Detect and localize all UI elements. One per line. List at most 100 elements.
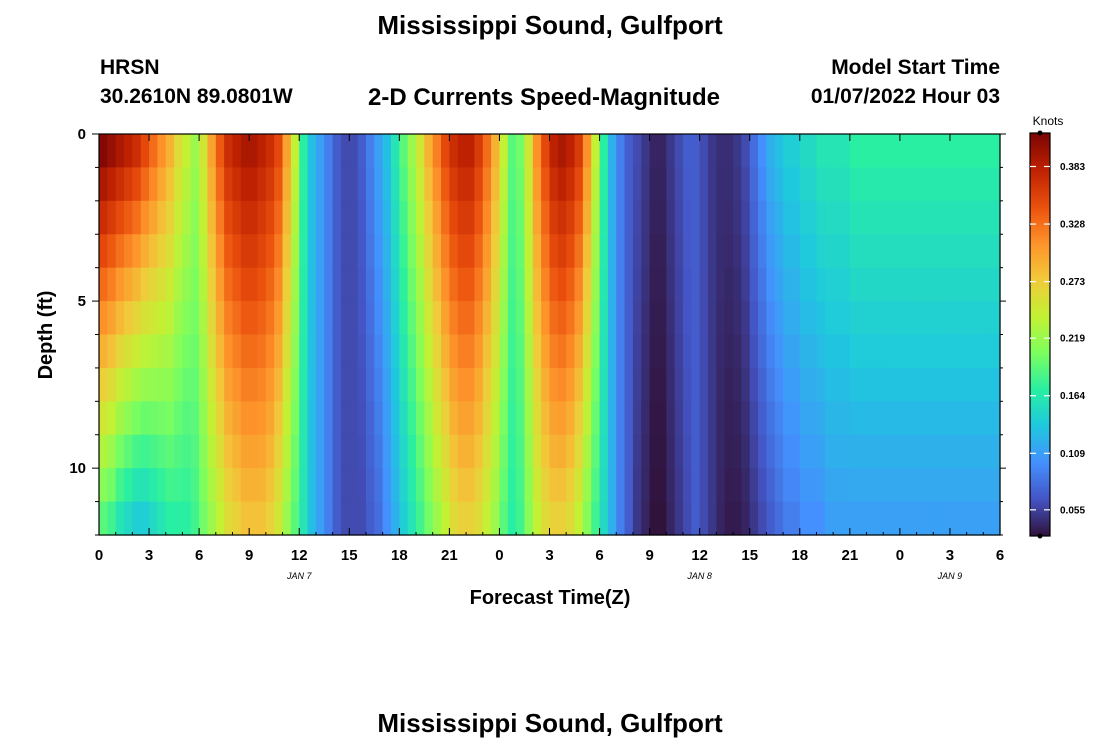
x-tick-label: 15 xyxy=(741,547,758,564)
heatmap-cell xyxy=(783,434,793,469)
heatmap-cell xyxy=(232,468,242,503)
heatmap-cell xyxy=(466,134,476,169)
heatmap-cell xyxy=(799,468,809,503)
heatmap-cell xyxy=(174,367,184,402)
heatmap-cell xyxy=(849,367,859,402)
heatmap-cell xyxy=(849,301,859,336)
heatmap-cell xyxy=(390,334,400,369)
heatmap-cell xyxy=(124,267,133,302)
heatmap-cell xyxy=(474,267,484,302)
y-axis-label: Depth (ft) xyxy=(35,291,57,380)
heatmap-cell xyxy=(416,234,425,269)
x-tick-label: 12 xyxy=(691,547,708,564)
heatmap-cell xyxy=(249,167,259,202)
heatmap-cell xyxy=(816,334,826,369)
heatmap-cell xyxy=(115,468,125,503)
heatmap-cell xyxy=(424,134,434,169)
heatmap-cell xyxy=(249,134,259,169)
next-chart-title: Mississippi Sound, Gulfport xyxy=(377,708,723,738)
heatmap-cell xyxy=(140,267,150,302)
heatmap-cell xyxy=(365,167,375,202)
heatmap-cell xyxy=(833,334,843,369)
heatmap-cell xyxy=(966,134,976,169)
heatmap-cell xyxy=(274,501,284,536)
heatmap-cell xyxy=(340,134,350,169)
heatmap-cell xyxy=(274,134,284,169)
heatmap-cell xyxy=(140,234,150,269)
heatmap-cell xyxy=(616,367,626,402)
heatmap-cell xyxy=(182,468,192,503)
heatmap-cell xyxy=(99,501,108,536)
heatmap-cell xyxy=(524,134,534,169)
heatmap-cell xyxy=(215,501,225,536)
heatmap-cell xyxy=(424,301,434,336)
heatmap-cell xyxy=(641,200,651,235)
heatmap-cell xyxy=(474,367,484,402)
heatmap-cell xyxy=(441,134,450,169)
heatmap-cell xyxy=(974,501,984,536)
y-tick-label: 0 xyxy=(78,126,86,143)
heatmap-cell xyxy=(332,468,342,503)
heatmap-cell xyxy=(466,367,476,402)
heatmap-cell xyxy=(149,234,158,269)
heatmap-cell xyxy=(607,200,617,235)
heatmap-cell xyxy=(424,434,434,469)
heatmap-cell xyxy=(624,167,634,202)
heatmap-cell xyxy=(916,401,926,436)
heatmap-cell xyxy=(883,301,893,336)
heatmap-cell xyxy=(799,167,809,202)
heatmap-cell xyxy=(107,167,117,202)
heatmap-cell xyxy=(541,200,551,235)
heatmap-cell xyxy=(332,234,342,269)
heatmap-cell xyxy=(265,468,275,503)
heatmap-cell xyxy=(532,334,542,369)
heatmap-cell xyxy=(107,301,117,336)
heatmap-cell xyxy=(432,267,442,302)
heatmap-cell xyxy=(716,334,726,369)
heatmap-cell xyxy=(741,501,751,536)
heatmap-cell xyxy=(899,501,909,536)
heatmap-cell xyxy=(624,334,634,369)
heatmap-cell xyxy=(908,134,918,169)
heatmap-cell xyxy=(858,334,868,369)
heatmap-cell xyxy=(916,334,926,369)
heatmap-cell xyxy=(232,401,242,436)
heatmap-cell xyxy=(574,367,584,402)
heatmap-cell xyxy=(190,401,200,436)
heatmap-cell xyxy=(199,468,209,503)
x-tick-label: 0 xyxy=(95,547,103,564)
heatmap-cell xyxy=(324,367,334,402)
heatmap-cell xyxy=(566,434,576,469)
heatmap-cell xyxy=(432,200,442,235)
heatmap-cell xyxy=(382,468,392,503)
heatmap-cell xyxy=(140,468,150,503)
heatmap-cell xyxy=(933,434,943,469)
heatmap-cell xyxy=(841,367,851,402)
x-tick-label: 0 xyxy=(495,547,503,564)
heatmap-cell xyxy=(132,200,142,235)
heatmap-cell xyxy=(557,234,567,269)
heatmap-cell xyxy=(958,401,968,436)
heatmap-cell xyxy=(866,301,876,336)
heatmap-cell xyxy=(340,501,350,536)
date-label: JAN 7 xyxy=(286,571,313,581)
heatmap-cell xyxy=(941,334,951,369)
heatmap-cell xyxy=(524,200,534,235)
heatmap-cell xyxy=(916,267,926,302)
heatmap-cell xyxy=(557,367,567,402)
heatmap-cell xyxy=(833,434,843,469)
heatmap-cell xyxy=(674,401,684,436)
heatmap-cell xyxy=(207,468,217,503)
x-tick-label: 3 xyxy=(946,547,954,564)
heatmap-cell xyxy=(357,267,367,302)
heatmap-cell xyxy=(557,167,567,202)
heatmap-cell xyxy=(115,134,125,169)
heatmap-cell xyxy=(791,434,801,469)
heatmap-cell xyxy=(991,468,1001,503)
heatmap-cell xyxy=(916,501,926,536)
heatmap-cell xyxy=(799,301,809,336)
heatmap-cell xyxy=(908,468,918,503)
heatmap-cell xyxy=(240,200,250,235)
heatmap-cell xyxy=(849,167,859,202)
heatmap-cell xyxy=(157,234,167,269)
